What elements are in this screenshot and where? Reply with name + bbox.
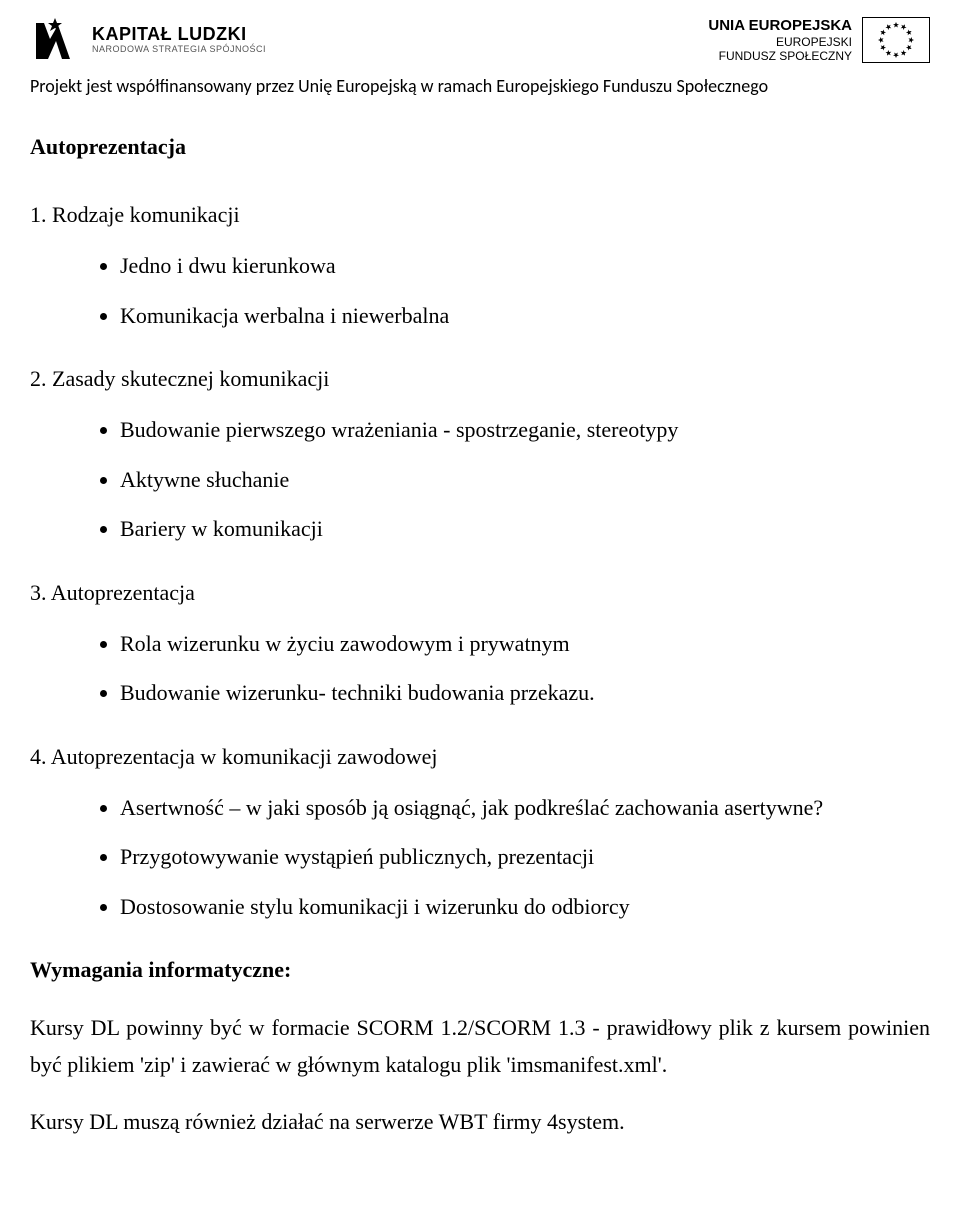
kapital-ludzki-text: KAPITAŁ LUDZKI NARODOWA STRATEGIA SPÓJNO… [92,25,266,55]
section-2: 2. Zasady skutecznej komunikacji Budowan… [30,360,930,554]
section-list: Asertwność – w jaki sposób ją osiągnąć, … [30,783,930,931]
document-title: Autoprezentacja [30,128,930,165]
page: KAPITAŁ LUDZKI NARODOWA STRATEGIA SPÓJNO… [0,0,960,1191]
logo-kapital-ludzki: KAPITAŁ LUDZKI NARODOWA STRATEGIA SPÓJNO… [30,15,266,65]
requirements-title: Wymagania informatyczne: [30,951,930,988]
eu-line1: UNIA EUROPEJSKA [708,17,852,35]
kapital-ludzki-icon [30,15,80,65]
section-heading: 3. Autoprezentacja [30,574,930,611]
list-item: Rola wizerunku w życiu zawodowym i prywa… [120,619,930,668]
section-heading: 1. Rodzaje komunikacji [30,196,930,233]
section-4: 4. Autoprezentacja w komunikacji zawodow… [30,738,930,932]
section-list: Rola wizerunku w życiu zawodowym i prywa… [30,619,930,718]
kl-title: KAPITAŁ LUDZKI [92,25,266,45]
eu-text: UNIA EUROPEJSKA EUROPEJSKI FUNDUSZ SPOŁE… [708,17,852,64]
list-item: Budowanie pierwszego wrażeniania - spost… [120,405,930,454]
list-item: Przygotowywanie wystąpień publicznych, p… [120,832,930,881]
funding-note: Projekt jest współfinansowany przez Unię… [30,75,930,98]
list-item: Dostosowanie stylu komunikacji i wizerun… [120,882,930,931]
list-item: Komunikacja werbalna i niewerbalna [120,291,930,340]
section-heading: 2. Zasady skutecznej komunikacji [30,360,930,397]
kl-subtitle: NARODOWA STRATEGIA SPÓJNOŚCI [92,45,266,55]
section-1: 1. Rodzaje komunikacji Jedno i dwu kieru… [30,196,930,340]
requirements-p1: Kursy DL powinny być w formacie SCORM 1.… [30,1009,930,1084]
eu-flag-icon [862,17,930,63]
list-item: Budowanie wizerunku- techniki budowania … [120,668,930,717]
list-item: Bariery w komunikacji [120,504,930,553]
header: KAPITAŁ LUDZKI NARODOWA STRATEGIA SPÓJNO… [30,15,930,65]
eu-line3: FUNDUSZ SPOŁECZNY [708,49,852,63]
list-item: Asertwność – w jaki sposób ją osiągnąć, … [120,783,930,832]
section-3: 3. Autoprezentacja Rola wizerunku w życi… [30,574,930,718]
requirements-p2: Kursy DL muszą również działać na serwer… [30,1103,930,1140]
section-list: Jedno i dwu kierunkowa Komunikacja werba… [30,241,930,340]
eu-line2: EUROPEJSKI [708,35,852,49]
section-heading: 4. Autoprezentacja w komunikacji zawodow… [30,738,930,775]
list-item: Aktywne słuchanie [120,455,930,504]
section-list: Budowanie pierwszego wrażeniania - spost… [30,405,930,553]
logo-eu: UNIA EUROPEJSKA EUROPEJSKI FUNDUSZ SPOŁE… [708,17,930,64]
list-item: Jedno i dwu kierunkowa [120,241,930,290]
